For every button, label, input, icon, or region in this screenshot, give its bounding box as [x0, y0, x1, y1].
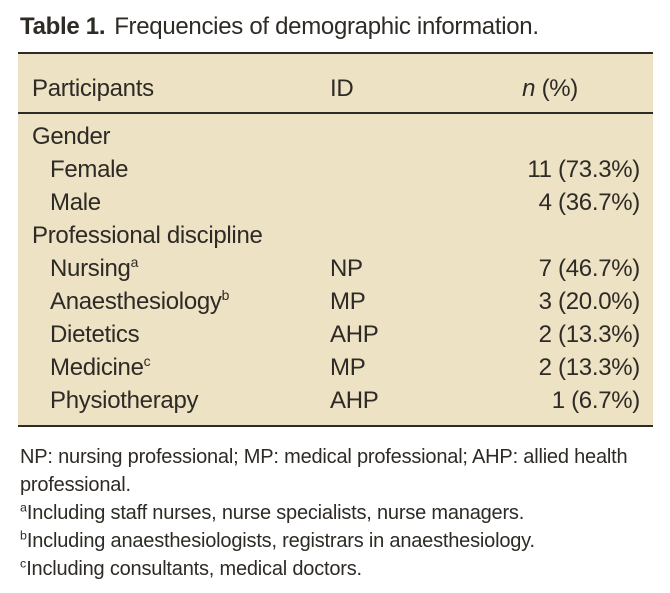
row-value [480, 219, 653, 252]
footnote-marker: b [20, 528, 27, 543]
row-id [330, 153, 480, 186]
column-header-n-percent: n (%) [480, 74, 653, 104]
row-value: 1 (6.7%) [551, 387, 641, 414]
row-id [330, 120, 480, 153]
table-row: Medicinec MP 2 (13.3%) [18, 351, 653, 384]
row-label: Dietetics [50, 321, 140, 348]
row-id: AHP [330, 387, 379, 414]
column-header-n-italic: n [522, 75, 536, 102]
row-value: 11 (73.3%) [527, 156, 640, 183]
demographics-table: Participants ID n (%) Gender Female 11 (… [18, 52, 653, 427]
table-title-label: Table 1. [20, 13, 106, 40]
table-body: Gender Female 11 (73.3%) Male 4 (36.7%) … [18, 114, 653, 425]
row-label: Anaesthesiologyb [50, 287, 230, 315]
table-header-row: Participants ID n (%) [18, 54, 653, 114]
row-footnote-marker: a [130, 254, 139, 270]
row-label: Gender [32, 123, 111, 150]
table-title-text: Frequencies of demographic information. [114, 13, 539, 40]
row-value: 4 (36.7%) [538, 189, 641, 216]
row-id [330, 219, 480, 252]
row-footnote-marker: c [143, 353, 151, 369]
footnote-list: aIncluding staff nurses, nurse specialis… [20, 499, 656, 583]
abbreviation-line: professional. [20, 474, 131, 496]
footnote: bIncluding anaesthesiologists, registrar… [20, 528, 535, 552]
row-id: AHP [330, 321, 379, 348]
footnote-marker: a [20, 500, 27, 515]
table-notes: NP: nursing professional; MP: medical pr… [20, 443, 656, 583]
row-label: Male [50, 189, 101, 216]
row-value: 2 (13.3%) [538, 321, 641, 348]
abbreviation-line: NP: nursing professional; MP: medical pr… [20, 446, 628, 468]
row-label: Professional discipline [32, 222, 263, 249]
row-label: Nursinga [50, 254, 139, 282]
row-value: 7 (46.7%) [538, 255, 641, 282]
column-header-id: ID [330, 75, 354, 102]
row-value: 2 (13.3%) [538, 354, 641, 381]
row-id [330, 186, 480, 219]
column-header-participants: Participants [32, 75, 154, 102]
column-header-percent: (%) [535, 75, 579, 102]
footnote: aIncluding staff nurses, nurse specialis… [20, 500, 525, 524]
row-value [480, 120, 653, 153]
row-value: 3 (20.0%) [538, 288, 641, 315]
row-id: MP [330, 288, 366, 315]
row-label: Female [50, 156, 129, 183]
table-row: Physiotherapy AHP 1 (6.7%) [18, 384, 653, 417]
footnote-marker: c [20, 556, 27, 571]
row-label: Medicinec [50, 353, 151, 381]
footnote: cIncluding consultants, medical doctors. [20, 556, 362, 580]
row-id: MP [330, 354, 366, 381]
abbreviation-note: NP: nursing professional; MP: medical pr… [20, 443, 656, 499]
row-footnote-marker: b [221, 287, 230, 303]
table-row: Male 4 (36.7%) [18, 186, 653, 219]
table-row: Gender [18, 120, 653, 153]
table-row: Nursinga NP 7 (46.7%) [18, 252, 653, 285]
row-id: NP [330, 255, 363, 282]
table-row: Dietetics AHP 2 (13.3%) [18, 318, 653, 351]
row-label: Physiotherapy [50, 387, 199, 414]
table-row: Professional discipline [18, 219, 653, 252]
table-row: Anaesthesiologyb MP 3 (20.0%) [18, 285, 653, 318]
table-row: Female 11 (73.3%) [18, 153, 653, 186]
table-title: Table 1. Frequencies of demographic infor… [20, 12, 654, 42]
